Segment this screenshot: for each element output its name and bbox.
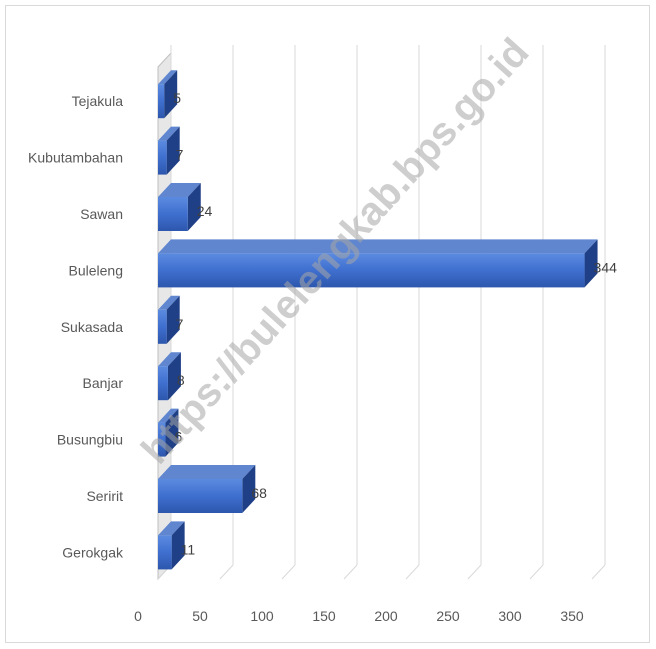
data-label: 7: [176, 147, 184, 163]
category-label: Sawan: [80, 206, 123, 222]
x-tick-label: 150: [312, 608, 336, 624]
bar-front-face: [158, 140, 167, 175]
bar-side-face: [166, 126, 180, 175]
gridline-depth: [591, 564, 606, 580]
gridline-depth: [467, 564, 482, 580]
data-label: 7: [176, 316, 184, 332]
bar-front-face: [158, 309, 167, 344]
x-tick-label: 100: [250, 608, 274, 624]
gridline-depth: [219, 564, 234, 580]
bar-top-face: [158, 408, 179, 423]
category-labels: Gerokgak Seririt Busungbiu Banjar Sukasada Bu…: [28, 93, 124, 560]
bar-front-face: [158, 84, 165, 119]
category-label: Tejakula: [72, 93, 124, 109]
bar-busungbiu: [158, 408, 179, 457]
bar-side-face: [242, 465, 256, 513]
bar-side-face: [165, 408, 179, 457]
bar-gerokgak: [158, 521, 185, 570]
x-tick-label: 0: [134, 608, 142, 624]
data-label: 11: [181, 541, 196, 557]
bar-front-face: [158, 366, 168, 401]
data-label: 8: [177, 372, 185, 388]
x-tick-label: 250: [436, 608, 460, 624]
gridline-depth: [281, 564, 296, 580]
bar-banjar: [158, 352, 181, 401]
chart-frame: [5, 5, 650, 643]
category-label: Gerokgak: [62, 544, 124, 560]
bar-top-face: [158, 352, 181, 367]
bar-seririt: [158, 465, 256, 513]
gridline-depth: [343, 564, 358, 580]
bar-side-face: [171, 521, 185, 570]
x-tick-label: 200: [374, 608, 398, 624]
bar-front-face: [158, 253, 585, 288]
bar-top-face: [158, 70, 178, 85]
bar-top-face: [158, 239, 598, 254]
bar-front-face: [158, 422, 166, 457]
bar-sawan: [158, 183, 201, 231]
data-label: 6: [174, 429, 182, 445]
gridline-depth: [405, 564, 420, 580]
data-label: 5: [173, 90, 181, 106]
bar-side-face: [167, 352, 181, 401]
bar-front-face: [158, 197, 188, 231]
x-tick-label: 300: [498, 608, 522, 624]
bar-side-face: [164, 70, 178, 119]
data-label: 344: [594, 259, 618, 275]
bar-top-face: [158, 521, 185, 536]
x-tick-label: 350: [560, 608, 584, 624]
category-label: Sukasada: [61, 319, 123, 335]
bar-front-face: [158, 479, 243, 513]
bar-tejakula: [158, 70, 178, 119]
bar-buleleng: [158, 239, 598, 288]
category-label: Busungbiu: [57, 432, 123, 448]
bar-top-face: [158, 295, 180, 310]
bars: [158, 70, 598, 570]
bar-kubutambahan: [158, 126, 180, 175]
category-label: Buleleng: [69, 262, 124, 278]
bar-front-face: [158, 535, 172, 570]
bar-side-face: [584, 239, 598, 288]
bar-top-face: [158, 126, 180, 141]
category-label: Kubutambahan: [28, 150, 123, 166]
bar-side-face: [187, 183, 201, 231]
bar-side-face: [166, 295, 180, 344]
bar-sukasada: [158, 295, 180, 344]
x-tick-labels: 0 50 100 150 200 250 300 350: [134, 608, 584, 624]
gridline-depth: [529, 564, 544, 580]
data-label: 24: [197, 203, 213, 219]
bar-top-face: [158, 465, 256, 479]
category-label: Banjar: [83, 375, 124, 391]
bar-top-face: [158, 183, 201, 197]
data-label: 68: [251, 485, 267, 501]
x-tick-label: 50: [192, 608, 208, 624]
category-label: Seririt: [86, 488, 123, 504]
